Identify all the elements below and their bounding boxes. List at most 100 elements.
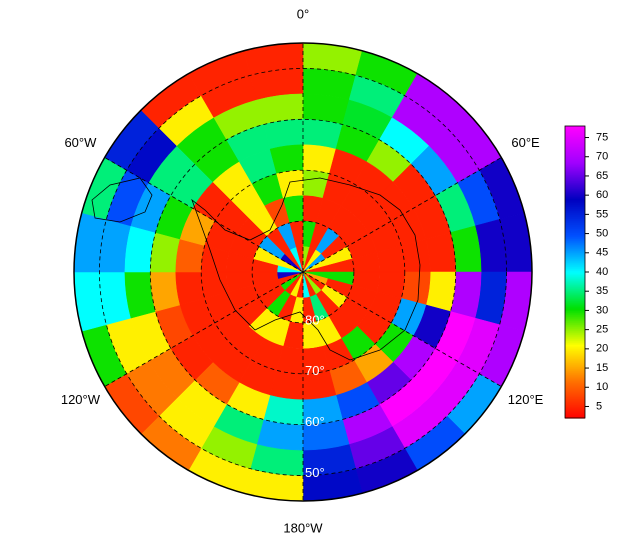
- colorbar-tick-label: 25: [596, 324, 608, 336]
- colorbar-step: [565, 382, 585, 385]
- colorbar-step: [565, 254, 585, 257]
- colorbar-tick-label: 5: [596, 400, 602, 412]
- colorbar-step: [565, 130, 585, 133]
- colorbar-step: [565, 242, 585, 245]
- colorbar-step: [565, 366, 585, 369]
- parallel: [200, 169, 406, 375]
- colorbar-step: [565, 316, 585, 319]
- colorbar-step: [565, 354, 585, 357]
- colorbar-step: [565, 318, 585, 321]
- colorbar-step: [565, 314, 585, 317]
- lat-label: 60°: [305, 414, 325, 429]
- colorbar-step: [565, 280, 585, 283]
- cell: [302, 119, 343, 150]
- colorbar-step: [565, 214, 585, 217]
- colorbar-step: [565, 186, 585, 189]
- colorbar-step: [565, 406, 585, 409]
- colorbar-step: [565, 338, 585, 341]
- colorbar-step: [565, 356, 585, 359]
- colorbar-step: [565, 136, 585, 139]
- colorbar-step: [565, 176, 585, 179]
- colorbar-step: [565, 134, 585, 137]
- cell: [263, 394, 304, 425]
- colorbar-step: [565, 294, 585, 297]
- colorbar-step: [565, 148, 585, 151]
- colorbar-tick-label: 10: [596, 381, 608, 393]
- colorbar-step: [565, 138, 585, 141]
- colorbar-tick-label: 35: [596, 285, 608, 297]
- colorbar-step: [565, 324, 585, 327]
- cell: [263, 119, 304, 150]
- colorbar-step: [565, 306, 585, 309]
- colorbar-step: [565, 228, 585, 231]
- meridian: [302, 157, 502, 273]
- colorbar-step: [565, 408, 585, 411]
- colorbar-step: [565, 158, 585, 161]
- colorbar-tick-label: 30: [596, 304, 608, 316]
- meridian: [104, 271, 304, 387]
- colorbar-step: [565, 202, 585, 205]
- colorbar-step: [565, 378, 585, 381]
- colorbar-step: [565, 296, 585, 299]
- colorbar-step: [565, 150, 585, 153]
- colorbar-step: [565, 146, 585, 149]
- colorbar-step: [565, 334, 585, 337]
- colorbar-step: [565, 370, 585, 373]
- colorbar-step: [565, 274, 585, 277]
- colorbar-step: [565, 190, 585, 193]
- colorbar-step: [565, 182, 585, 185]
- colorbar-step: [565, 206, 585, 209]
- colorbar-step: [565, 218, 585, 221]
- colorbar-step: [565, 388, 585, 391]
- meridian: [302, 271, 502, 387]
- colorbar-step: [565, 308, 585, 311]
- colorbar-tick-label: 45: [596, 247, 608, 259]
- colorbar-step: [565, 290, 585, 293]
- colorbar-step: [565, 412, 585, 415]
- colorbar-step: [565, 320, 585, 323]
- lon-label: 60°W: [64, 135, 97, 150]
- colorbar-step: [565, 248, 585, 251]
- colorbar-step: [565, 336, 585, 339]
- colorbar-step: [565, 252, 585, 255]
- colorbar-step: [565, 288, 585, 291]
- colorbar-step: [565, 240, 585, 243]
- colorbar-step: [565, 260, 585, 263]
- colorbar-step: [565, 212, 585, 215]
- colorbar-step: [565, 340, 585, 343]
- colorbar-step: [565, 330, 585, 333]
- colorbar-tick-label: 55: [596, 208, 608, 220]
- colorbar-step: [565, 392, 585, 395]
- colorbar-step: [565, 384, 585, 387]
- colorbar-tick-label: 40: [596, 266, 608, 278]
- colorbar-step: [565, 390, 585, 393]
- colorbar-step: [565, 154, 585, 157]
- colorbar-step: [565, 414, 585, 417]
- parallel: [149, 118, 457, 426]
- colorbar-step: [565, 300, 585, 303]
- colorbar-step: [565, 192, 585, 195]
- colorbar-step: [565, 152, 585, 155]
- colorbar-step: [565, 282, 585, 285]
- colorbar-step: [565, 216, 585, 219]
- colorbar-step: [565, 222, 585, 225]
- lon-label: 0°: [297, 6, 309, 21]
- colorbar-step: [565, 160, 585, 163]
- lon-label: 60°E: [511, 135, 540, 150]
- labels: 0° 60°E 120°E 180°W 120°W 60°W 80° 70° 60° 50°: [61, 6, 544, 535]
- colorbar-step: [565, 398, 585, 401]
- colorbar-step: [565, 410, 585, 413]
- colorbar-step: [565, 348, 585, 351]
- cell: [425, 232, 456, 273]
- colorbar-step: [565, 304, 585, 307]
- colorbar-step: [565, 174, 585, 177]
- colorbar-step: [565, 278, 585, 281]
- colorbar-step: [565, 400, 585, 403]
- colorbar-step: [565, 344, 585, 347]
- colorbar-step: [565, 346, 585, 349]
- colorbar-step: [565, 200, 585, 203]
- lon-label: 180°W: [283, 520, 323, 535]
- colorbar-step: [565, 312, 585, 315]
- colorbar-step: [565, 310, 585, 313]
- coastline: [191, 177, 421, 361]
